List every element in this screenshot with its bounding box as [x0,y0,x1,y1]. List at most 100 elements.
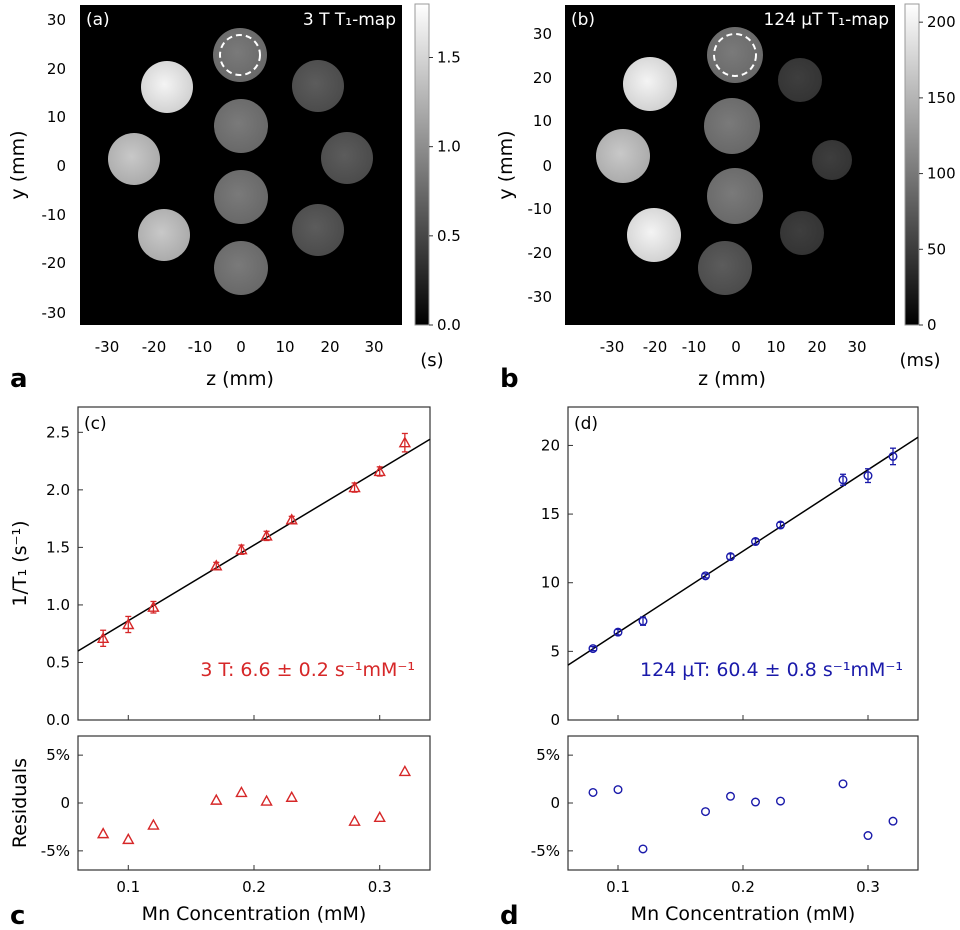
colorbar-b-unit: (ms) [900,350,941,371]
y-tick-label: 2.5 [46,423,70,441]
residual-point [726,791,736,801]
data-point [638,616,648,626]
data-point [398,436,412,448]
residual-tick-label: 0 [60,794,70,812]
panel-letter-a: a [10,364,28,394]
x-tick-label: 30 [847,338,866,356]
residual-point [210,793,223,805]
map-b-x-axis-label: z (mm) [698,368,766,390]
x-tick-label: -10 [682,338,707,356]
residual-point [701,807,711,817]
map-a-x-axis-label: z (mm) [206,368,274,390]
vial [214,241,268,295]
residual-point [888,816,898,826]
colorbar-a-tick-labels: 1.5 1.0 0.5 0.0 [429,49,461,334]
colorbar-tick-label: 200 [927,13,956,31]
x-tick-label: 0.2 [242,878,266,896]
y-tick-label: 20 [533,69,552,87]
vial [812,140,852,180]
data-point [210,559,223,571]
fit-annotation: 3 T: 6.6 ± 0.2 s⁻¹mM⁻¹ [200,659,415,681]
data-point [122,618,135,630]
x-tick-label: 0 [731,338,741,356]
x-tick-label: -20 [142,338,167,356]
x-tick-label: -30 [600,338,625,356]
residual-point [776,796,786,806]
vial [704,98,760,154]
map-b-title: 124 μT T₁-map [763,10,889,30]
residual-point [838,779,848,789]
vial [321,132,373,184]
vial [214,99,268,153]
data-point [776,520,786,530]
map-a-title: 3 T T₁-map [303,10,396,30]
y-tick-label: 10 [47,108,66,126]
x-tick-label: 0.3 [856,878,880,896]
colorbar-b-gradient [904,3,920,326]
map-a-y-axis-label: y (mm) [7,130,29,199]
vial [623,57,677,111]
colorbar-tick-label: 50 [927,240,946,258]
x-tick-label: -30 [95,338,120,356]
y-tick-label: 0 [56,157,66,175]
panel-letter-b: b [500,364,519,394]
residual-point [260,794,273,806]
map-b: (b) 124 μT T₁-map 30 20 10 0 -10 -20 -30… [495,5,895,390]
residual-point [751,797,761,807]
panel-letter-d: d [500,901,519,930]
y-tick-label: 20 [47,60,66,78]
colorbar-tick-label: 0.5 [437,227,461,245]
x-tick-label: 0.3 [368,878,392,896]
data-point [348,481,361,493]
y-tick-label: 5 [550,642,560,660]
data-point [373,464,386,477]
map-b-y-tick-labels: 30 20 10 0 -10 -20 -30 [528,25,553,306]
fit-annotation: 124 μT: 60.4 ± 0.8 s⁻¹mM⁻¹ [640,659,903,681]
data-point [285,513,298,525]
residual-point [398,764,412,777]
residual-point [348,814,361,826]
y-tick-label: 10 [533,112,552,130]
y-tick-label: 0.5 [46,653,70,671]
y-tick-label: 2.0 [46,481,70,499]
vial [627,208,681,262]
data-point [701,571,711,581]
y-tick-label: 30 [533,25,552,43]
vial [141,61,193,113]
x-tick-label: 0.1 [606,878,630,896]
vial [707,27,763,83]
residual-point [285,790,298,802]
vial [780,211,824,255]
y-tick-label: 10 [541,574,560,592]
y-tick-label: 30 [47,11,66,29]
x-tick-label: -20 [643,338,668,356]
colorbar-tick-label: 0.0 [437,316,461,334]
plot-c: 0.0 0.5 1.0 1.5 2.0 2.5 5% 0 -5% 0.1 0.2 0.3 3 T: 6.… [9,406,431,925]
residual-point [147,818,160,830]
data-point [260,529,273,541]
x-tick-label: -10 [188,338,213,356]
residual-tick-label: 5% [536,746,560,764]
data-point [751,537,761,547]
roi-circle [219,34,261,76]
y-tick-label: 0.0 [46,711,70,729]
data-point [96,631,110,643]
colorbar-a-gradient [414,3,430,326]
residual-point [373,810,386,823]
residual-tick-label: 5% [46,746,70,764]
vial [214,170,268,224]
data-point [147,600,160,612]
data-point [863,471,873,481]
x-tick-label: 0.1 [116,878,140,896]
residual-point [235,786,248,798]
vial [707,168,763,224]
x-tick-label: 20 [320,338,339,356]
residual-tick-label: 0 [550,794,560,812]
fit-line [77,438,431,652]
colorbar-b: 200 150 100 50 0 (ms) [900,3,956,371]
x-tick-label: 10 [275,338,294,356]
map-b-label: (b) [571,10,595,30]
panel-letter-c: c [10,901,25,930]
vial [108,133,160,185]
